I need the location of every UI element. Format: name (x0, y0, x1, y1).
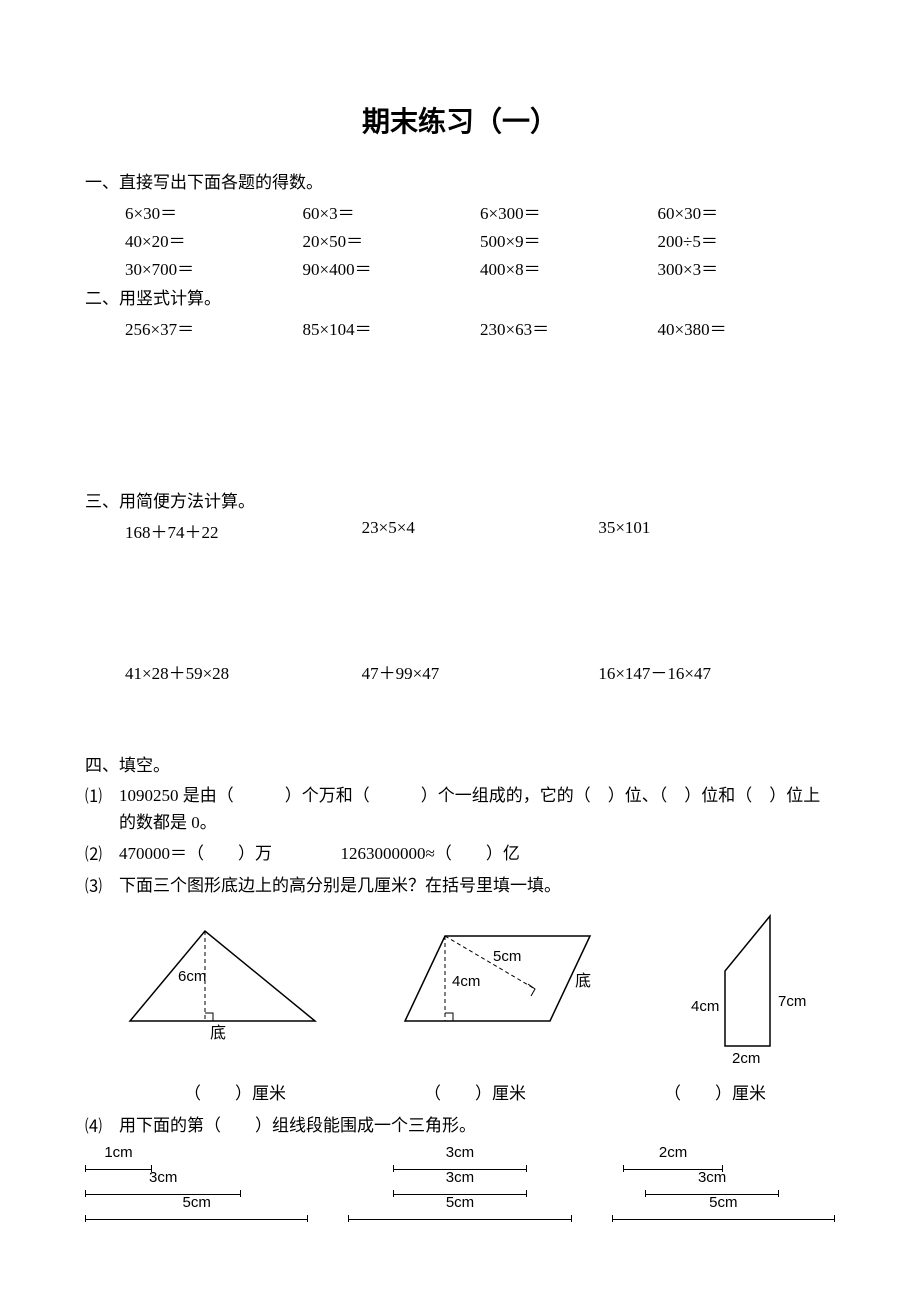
cell: 168＋74＋22 (125, 518, 362, 543)
cell: 40×20＝ (125, 227, 303, 252)
cell: 300×3＝ (658, 255, 836, 280)
segment: 5cm (612, 1209, 835, 1220)
blank-3: （ ）厘米 (595, 1079, 835, 1104)
cell: 16×147－16×47 (598, 659, 835, 684)
blank-2: （ ）厘米 (355, 1079, 595, 1104)
triangle-height-label: 6cm (178, 968, 206, 985)
q4-1: ⑴ 1090250 是由（ ）个万和（ ）个一组成的，它的（ ）位、（ ）位和（… (85, 782, 835, 836)
segment: 5cm (85, 1209, 308, 1220)
q4-2a: 470000＝（ ）万 (119, 844, 272, 863)
cell: 200÷5＝ (658, 227, 836, 252)
seg-label: 3cm (446, 1169, 474, 1186)
q4-3: ⑶ 下面三个图形底边上的高分别是几厘米？在括号里填一填。 (85, 872, 835, 899)
s1-row-0: 6×30＝ 60×3＝ 6×300＝ 60×30＝ (125, 199, 835, 224)
item-text: 下面三个图形底边上的高分别是几厘米？在括号里填一填。 (119, 872, 835, 899)
item-text: 用下面的第（ ）组线段能围成一个三角形。 (119, 1112, 835, 1139)
segments-row: 1cm 3cm 5cm 3cm 3cm 5cm 2cm 3cm 5cm (85, 1145, 835, 1222)
cell: 23×5×4 (362, 518, 599, 543)
workspace (85, 546, 835, 656)
trapezoid-figure: 4cm 7cm 2cm (675, 911, 835, 1071)
segment: 3cm (85, 1184, 241, 1195)
cell: 90×400＝ (303, 255, 481, 280)
item-num: ⑶ (85, 872, 119, 899)
item-num: ⑷ (85, 1112, 119, 1139)
item-num: ⑴ (85, 782, 119, 836)
cell: 6×300＝ (480, 199, 658, 224)
s1-row-2: 30×700＝ 90×400＝ 400×8＝ 300×3＝ (125, 255, 835, 280)
cell: 230×63＝ (480, 315, 658, 340)
item-text: 1090250 是由（ ）个万和（ ）个一组成的，它的（ ）位、（ ）位和（ ）… (119, 782, 835, 836)
section-2-head: 二、用竖式计算。 (85, 284, 835, 309)
cell: 41×28＋59×28 (125, 659, 362, 684)
s1-row-1: 40×20＝ 20×50＝ 500×9＝ 200÷5＝ (125, 227, 835, 252)
cell: 30×700＝ (125, 255, 303, 280)
q4-4: ⑷ 用下面的第（ ）组线段能围成一个三角形。 (85, 1112, 835, 1139)
q4-2b: 1263000000≈（ ）亿 (341, 844, 520, 863)
cell: 500×9＝ (480, 227, 658, 252)
segment-group-3: 2cm 3cm 5cm (612, 1145, 835, 1222)
para-4cm-label: 4cm (452, 973, 480, 990)
seg-label: 3cm (446, 1144, 474, 1161)
cell: 60×3＝ (303, 199, 481, 224)
trap-left-label: 4cm (691, 998, 719, 1015)
s2-row-0: 256×37＝ 85×104＝ 230×63＝ 40×380＝ (125, 315, 835, 340)
para-5cm-label: 5cm (493, 948, 521, 965)
trap-right-label: 7cm (778, 993, 806, 1010)
blank-1: （ ）厘米 (115, 1079, 355, 1104)
triangle-icon: 6cm 底 (115, 911, 325, 1041)
seg-label: 2cm (659, 1144, 687, 1161)
section-1-head: 一、直接写出下面各题的得数。 (85, 168, 835, 193)
cell: 47＋99×47 (362, 659, 599, 684)
shapes-row: 6cm 底 5cm 4cm 底 4cm 7cm 2cm (115, 911, 835, 1071)
page-title: 期末练习（一） (85, 100, 835, 140)
seg-label: 5cm (182, 1194, 210, 1211)
segment-group-1: 1cm 3cm 5cm (85, 1145, 308, 1222)
segment-group-2: 3cm 3cm 5cm (348, 1145, 571, 1222)
seg-label: 3cm (149, 1169, 177, 1186)
seg-label: 3cm (698, 1169, 726, 1186)
cell: 400×8＝ (480, 255, 658, 280)
parallelogram-icon: 5cm 4cm 底 (390, 911, 610, 1041)
s3-row-1: 41×28＋59×28 47＋99×47 16×147－16×47 (125, 659, 835, 684)
s3-row-0: 168＋74＋22 23×5×4 35×101 (125, 518, 835, 543)
workspace (85, 687, 835, 747)
worksheet-page: 期末练习（一） 一、直接写出下面各题的得数。 6×30＝ 60×3＝ 6×300… (0, 0, 920, 1262)
item-num: ⑵ (85, 840, 119, 867)
cell: 40×380＝ (658, 315, 836, 340)
blank-row: （ ）厘米 （ ）厘米 （ ）厘米 (115, 1079, 835, 1104)
triangle-figure: 6cm 底 (115, 911, 325, 1071)
triangle-base-label: 底 (210, 1024, 226, 1041)
para-side-label: 底 (575, 972, 591, 990)
cell: 256×37＝ (125, 315, 303, 340)
cell: 20×50＝ (303, 227, 481, 252)
seg-label: 5cm (446, 1194, 474, 1211)
q4-2: ⑵ 470000＝（ ）万 1263000000≈（ ）亿 (85, 840, 835, 867)
segment: 1cm (85, 1159, 152, 1170)
cell: 60×30＝ (658, 199, 836, 224)
section-3-head: 三、用简便方法计算。 (85, 487, 835, 512)
cell: 35×101 (598, 518, 835, 543)
section-4-head: 四、填空。 (85, 751, 835, 776)
seg-label: 5cm (709, 1194, 737, 1211)
seg-label: 1cm (104, 1144, 132, 1161)
trapezoid-icon: 4cm 7cm 2cm (675, 911, 835, 1071)
trap-bottom-label: 2cm (732, 1050, 760, 1067)
parallelogram-figure: 5cm 4cm 底 (390, 911, 610, 1071)
segment: 5cm (348, 1209, 571, 1220)
cell: 6×30＝ (125, 199, 303, 224)
workspace (85, 343, 835, 483)
cell: 85×104＝ (303, 315, 481, 340)
item-text: 470000＝（ ）万 1263000000≈（ ）亿 (119, 840, 835, 867)
